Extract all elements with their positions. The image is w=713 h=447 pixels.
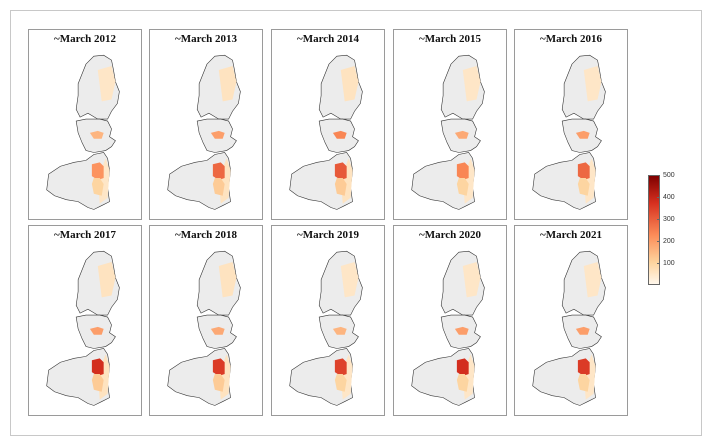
hotspot-south-lower xyxy=(577,374,590,392)
hotspot-middle xyxy=(575,130,590,139)
region-north-coast xyxy=(97,66,116,102)
hotspot-south-lower xyxy=(91,178,104,196)
choropleth-map xyxy=(532,250,606,406)
hotspot-middle xyxy=(89,130,104,139)
panel-title: ~March 2013 xyxy=(174,33,238,45)
panel-title: ~March 2012 xyxy=(53,33,117,45)
hotspot-south xyxy=(334,162,347,181)
hotspot-middle xyxy=(454,130,469,139)
hotspot-south xyxy=(212,358,225,377)
hotspot-south xyxy=(334,358,347,377)
hotspot-middle xyxy=(332,130,347,139)
panel-title: ~March 2016 xyxy=(539,33,603,45)
region-north-coast xyxy=(462,66,481,102)
hotspot-south xyxy=(212,162,225,181)
map-panel: ~March 2013 xyxy=(149,29,263,220)
legend-tick-label: 300 xyxy=(663,216,675,223)
hotspot-south xyxy=(91,358,104,377)
choropleth-map xyxy=(532,54,606,210)
choropleth-map xyxy=(411,54,485,210)
choropleth-map xyxy=(46,54,120,210)
legend-tick-mark xyxy=(657,263,660,264)
hotspot-middle xyxy=(89,326,104,335)
choropleth-map xyxy=(46,250,120,406)
legend-tick-label: 100 xyxy=(663,260,675,267)
region-north-coast xyxy=(218,66,237,102)
region-north-coast xyxy=(340,262,359,298)
hotspot-south-lower xyxy=(456,178,469,196)
legend-tick-mark xyxy=(657,175,660,176)
hotspot-south-lower xyxy=(577,178,590,196)
legend-tick-label: 500 xyxy=(663,172,675,179)
legend-tick-mark xyxy=(657,241,660,242)
legend-tick-label: 200 xyxy=(663,238,675,245)
hotspot-south-lower xyxy=(456,374,469,392)
region-north-coast xyxy=(218,262,237,298)
region-north-coast xyxy=(340,66,359,102)
hotspot-south xyxy=(577,358,590,377)
panel-title: ~March 2014 xyxy=(296,33,360,45)
hotspot-middle xyxy=(454,326,469,335)
legend-tick-label: 400 xyxy=(663,194,675,201)
map-panel: ~March 2015 xyxy=(393,29,507,220)
choropleth-map xyxy=(289,54,363,210)
region-north-coast xyxy=(583,262,602,298)
hotspot-south xyxy=(577,162,590,181)
hotspot-south xyxy=(456,358,469,377)
legend-tick-mark xyxy=(657,197,660,198)
map-panel: ~March 2014 xyxy=(271,29,385,220)
hotspot-middle xyxy=(210,130,225,139)
hotspot-middle xyxy=(575,326,590,335)
map-panel: ~March 2021 xyxy=(514,225,628,416)
map-panel: ~March 2020 xyxy=(393,225,507,416)
hotspot-south-lower xyxy=(334,374,347,392)
panel-title: ~March 2019 xyxy=(296,229,360,241)
hotspot-south-lower xyxy=(212,178,225,196)
hotspot-south-lower xyxy=(334,178,347,196)
hotspot-middle xyxy=(210,326,225,335)
panel-title: ~March 2015 xyxy=(418,33,482,45)
hotspot-south xyxy=(91,162,104,181)
map-panel: ~March 2018 xyxy=(149,225,263,416)
map-panel: ~March 2012 xyxy=(28,29,142,220)
choropleth-map xyxy=(167,54,241,210)
hotspot-south-lower xyxy=(212,374,225,392)
map-panel: ~March 2016 xyxy=(514,29,628,220)
hotspot-middle xyxy=(332,326,347,335)
panel-title: ~March 2020 xyxy=(418,229,482,241)
choropleth-map xyxy=(411,250,485,406)
map-panel: ~March 2019 xyxy=(271,225,385,416)
legend-tick-mark xyxy=(657,219,660,220)
choropleth-map xyxy=(289,250,363,406)
hotspot-south xyxy=(456,162,469,181)
panel-title: ~March 2021 xyxy=(539,229,603,241)
hotspot-south-lower xyxy=(91,374,104,392)
map-panel: ~March 2017 xyxy=(28,225,142,416)
panel-title: ~March 2017 xyxy=(53,229,117,241)
region-north-coast xyxy=(583,66,602,102)
color-scale-bar xyxy=(648,175,660,285)
panel-title: ~March 2018 xyxy=(174,229,238,241)
region-north-coast xyxy=(97,262,116,298)
choropleth-map xyxy=(167,250,241,406)
region-north-coast xyxy=(462,262,481,298)
